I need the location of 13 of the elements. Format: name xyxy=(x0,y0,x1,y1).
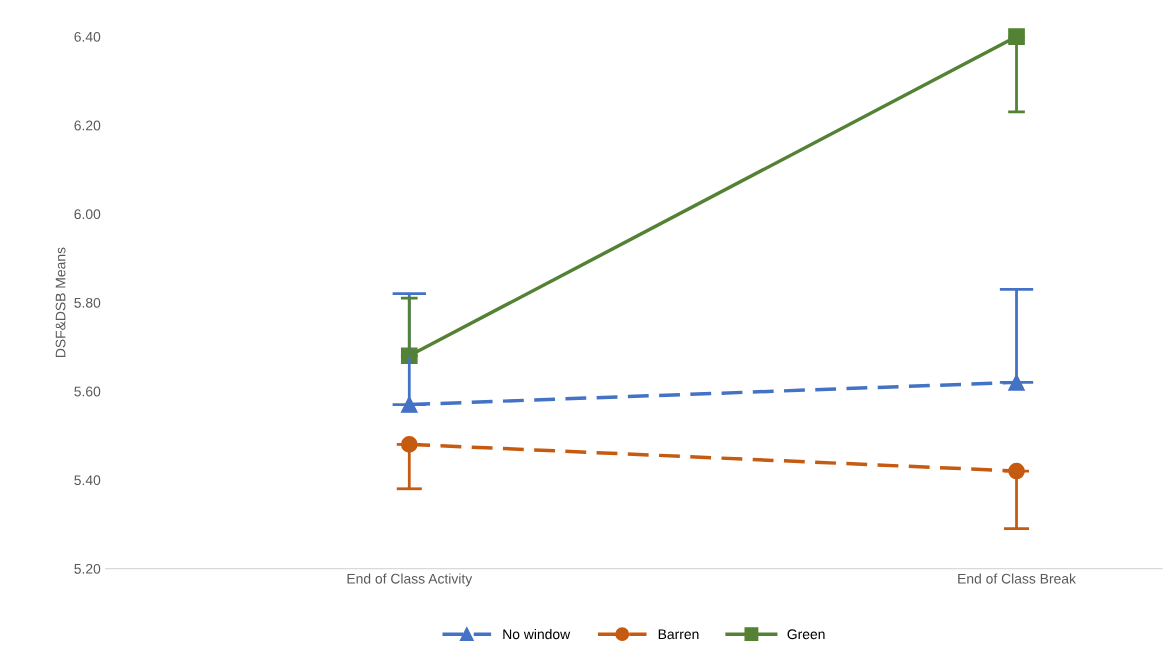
y-tick-label: 5.40 xyxy=(74,475,101,486)
legend-label: Green xyxy=(787,629,825,640)
y-tick-label: 6.20 xyxy=(74,120,101,131)
x-tick-label: End of Class Activity xyxy=(347,573,473,587)
y-tick-label: 5.80 xyxy=(74,297,101,308)
y-tick-label: 5.60 xyxy=(74,386,101,397)
legend-label: Barren xyxy=(658,629,699,640)
y-axis-title: DSF&DSB Means xyxy=(55,247,66,358)
legend-label: No window xyxy=(503,628,571,640)
y-tick-label: 5.20 xyxy=(74,563,101,574)
y-tick-label: 6.40 xyxy=(74,31,101,42)
y-tick-label: 6.00 xyxy=(74,209,101,220)
x-tick-label: End of Class Break xyxy=(958,573,1076,584)
